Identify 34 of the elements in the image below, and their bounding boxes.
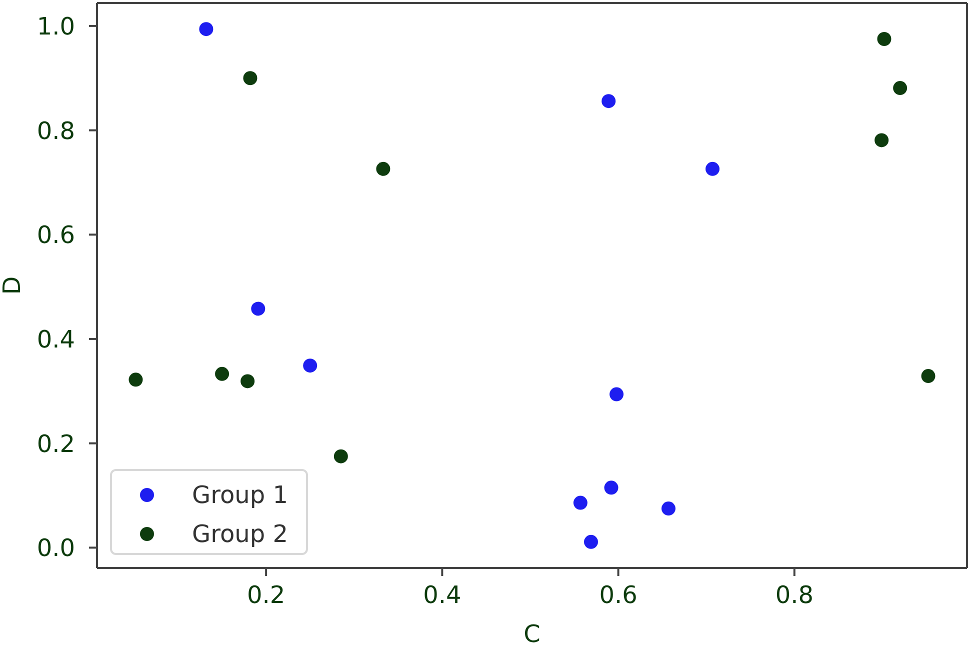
point <box>604 480 618 495</box>
point <box>199 22 214 36</box>
point <box>610 387 624 402</box>
point <box>602 94 616 108</box>
point <box>240 374 255 388</box>
point <box>251 302 266 316</box>
point <box>661 502 676 516</box>
x-tick-label: 0.4 <box>423 581 462 610</box>
x-axis-title: C <box>524 620 540 646</box>
legend-label: Group 1 <box>192 480 288 508</box>
point <box>215 366 230 381</box>
point <box>303 358 318 373</box>
point <box>573 496 588 510</box>
y-tick-label: 0.2 <box>36 430 75 458</box>
legend-label: Group 2 <box>192 520 288 548</box>
y-tick-label: 1.0 <box>36 12 75 40</box>
y-tick-label: 0.0 <box>36 534 75 562</box>
point <box>376 162 390 176</box>
point <box>706 162 720 176</box>
point <box>128 372 143 387</box>
y-axis-title: D <box>0 276 26 295</box>
x-tick-label: 0.8 <box>775 581 814 610</box>
point <box>921 369 936 384</box>
point <box>893 81 908 96</box>
x-tick-label: 0.2 <box>246 581 286 610</box>
point <box>334 449 348 464</box>
point <box>874 133 889 148</box>
x-tick-label: 0.6 <box>599 581 638 610</box>
y-tick-label: 0.8 <box>36 116 75 145</box>
y-tick-label: 0.6 <box>36 221 75 250</box>
point <box>584 534 598 549</box>
point <box>877 32 892 46</box>
point <box>243 71 258 86</box>
y-tick-label: 0.4 <box>36 325 75 354</box>
